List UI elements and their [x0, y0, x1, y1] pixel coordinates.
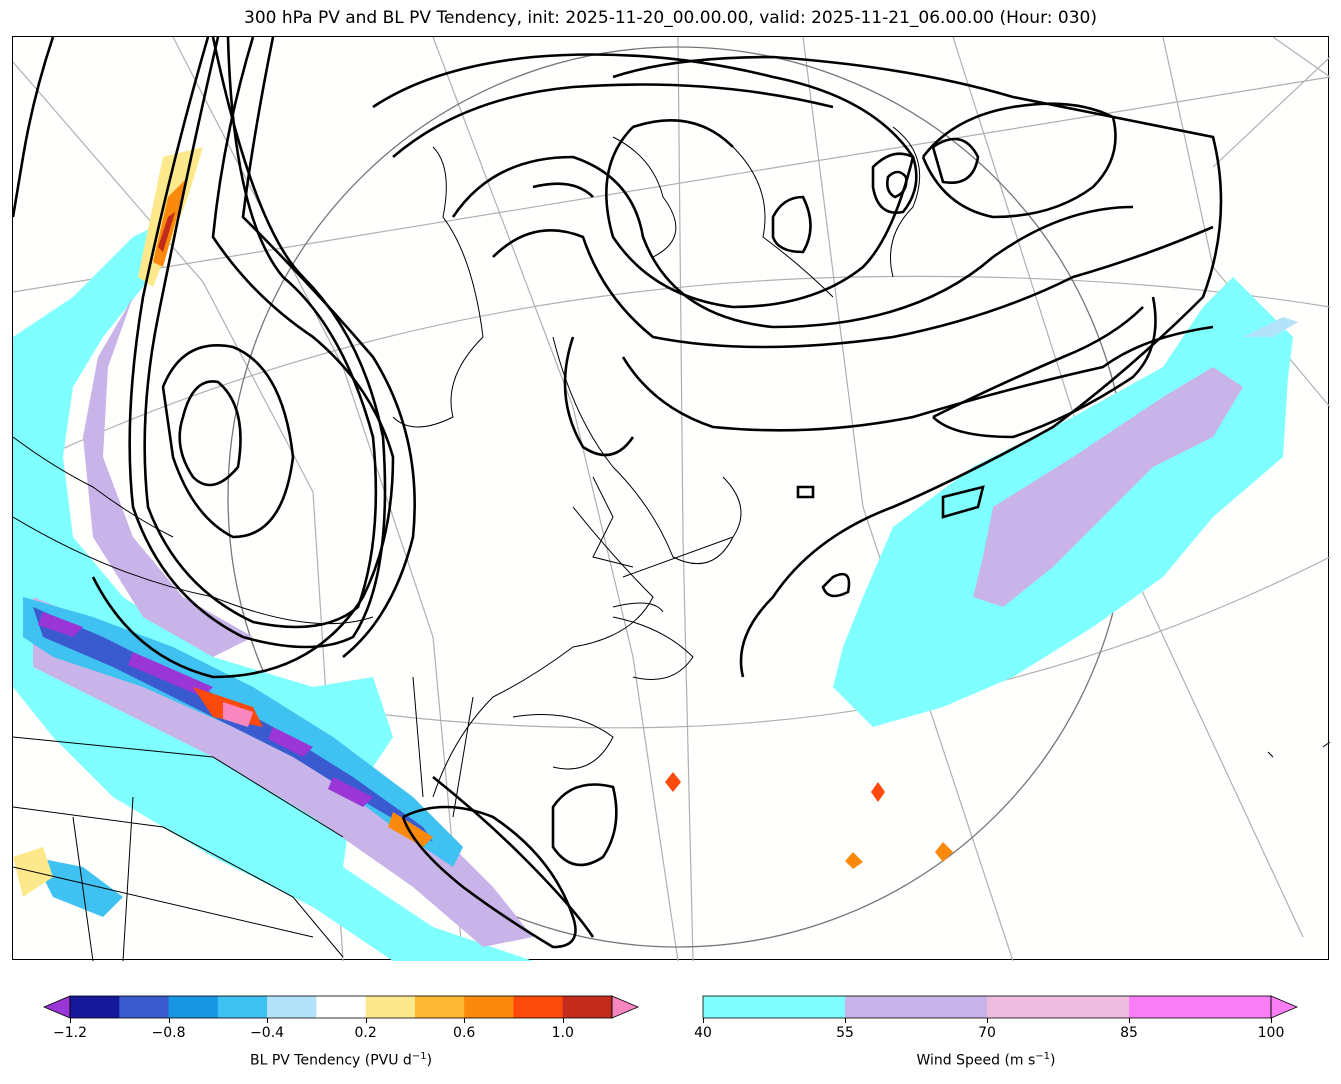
pv-swatch	[464, 996, 514, 1018]
pv-tick-mark	[168, 1018, 170, 1023]
pv-swatch	[513, 996, 564, 1018]
pv-swatch	[119, 996, 170, 1018]
pv-tick-label: −0.8	[151, 1025, 186, 1041]
wind-tick-mark	[987, 1018, 988, 1023]
wind-tick-mark	[703, 1018, 704, 1023]
pv-tick-label: −0.4	[250, 1025, 285, 1041]
map-canvas	[11, 36, 1331, 962]
pv-tick-label: 1.0	[551, 1025, 574, 1041]
wind-tick-label: 40	[694, 1025, 712, 1041]
pv-tendency-colorbar-swatches	[42, 995, 640, 1019]
wind-swatch	[845, 996, 988, 1018]
wind-tick-mark	[845, 1018, 846, 1023]
wind-swatch	[1129, 996, 1272, 1018]
pv-swatch	[414, 996, 465, 1018]
pv-tick-label: 0.2	[354, 1025, 377, 1041]
pv-tick-mark	[562, 1018, 564, 1023]
pv-swatch	[316, 996, 367, 1018]
pv-swatch	[365, 996, 416, 1018]
pv-tendency-colorbar	[42, 995, 640, 1019]
pv-tick-label: −1.2	[53, 1025, 87, 1041]
wind-swatch	[987, 996, 1130, 1018]
wind-tick-label: 55	[836, 1025, 854, 1041]
pv-tick-label: 0.6	[453, 1025, 476, 1041]
wind-tick-mark	[1129, 1018, 1130, 1023]
pv-tick-mark	[267, 1018, 269, 1023]
wind-tick-label: 100	[1257, 1025, 1285, 1041]
wind-tick-label: 85	[1120, 1025, 1138, 1041]
pv-tick-mark	[365, 1018, 367, 1023]
pv-swatch	[562, 996, 613, 1018]
pv-swatch	[267, 996, 317, 1018]
chart-title: 300 hPa PV and BL PV Tendency, init: 202…	[244, 8, 1097, 28]
wind-tick-label: 70	[978, 1025, 996, 1041]
wind-speed-label: Wind Speed (m s−1)	[916, 1051, 1056, 1069]
coastlines	[12, 126, 1331, 962]
pv-swatch	[168, 996, 219, 1018]
wind-swatch	[703, 996, 846, 1018]
wind-speed-colorbar-swatches	[702, 995, 1299, 1019]
pv-tick-mark	[464, 1018, 466, 1023]
wind-speed-colorbar	[702, 995, 1299, 1019]
pv-swatch	[217, 996, 268, 1018]
wind-extend-max	[1270, 995, 1299, 1019]
pv-swatch	[70, 996, 120, 1018]
pv-extend-max	[611, 995, 640, 1019]
pv-tendency-label: BL PV Tendency (PVU d−1)	[249, 1051, 433, 1069]
pv-contours	[11, 36, 1223, 949]
pv-extend-min	[42, 995, 71, 1019]
wind-speed-shading	[13, 217, 1298, 961]
map-panel[interactable]	[11, 36, 1331, 962]
wind-tick-mark	[1271, 1018, 1272, 1023]
pv-tick-mark	[70, 1018, 71, 1023]
